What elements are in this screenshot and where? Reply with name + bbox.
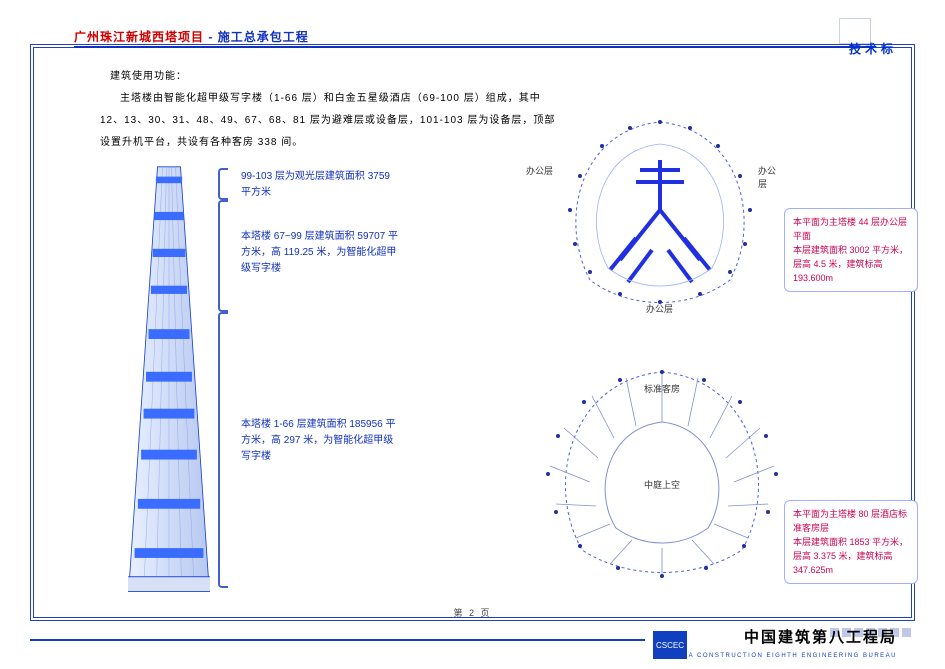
plan-hotel-label-ctr: 中庭上空 [644,478,680,491]
plan-hotel: 标准客房 中庭上空 [528,362,796,582]
brace-top [218,168,228,200]
plan-office: 办公层 办公层 办公层 [540,110,780,310]
org-name-cn: 中国建筑第八工程局 [744,626,897,647]
plan-hotel-label-top: 标准客房 [644,382,680,395]
intro-paragraph: 主塔楼由智能化超甲级写字楼（1-66 层）和白金五星级酒店（69-100 层）组… [100,88,560,154]
brace-bot [218,312,228,588]
page-number: 第 2 页 [453,606,491,619]
plan-office-svg [540,110,780,310]
plan-office-label-l: 办公层 [526,164,553,177]
plan-office-callout: 本平面为主塔楼 44 层办公层平面 本层建筑面积 3002 平方米，层高 4.5… [784,208,918,292]
plan-hotel-svg [528,362,796,582]
header-title-sep: - [208,30,213,44]
plan-hotel-callout: 本平面为主塔楼 80 层酒店标准客房层 本层建筑面积 1853 平方米，层高 3… [784,500,918,584]
header-title: 广州珠江新城西塔项目 - 施工总承包工程 [74,28,309,45]
tower-elevation [128,160,210,600]
elev-callout-top: 99-103 层为观光层建筑面积 3759 平方米 [236,166,396,204]
intro-text: 建筑使用功能： 主塔楼由智能化超甲级写字楼（1-66 层）和白金五星级酒店（69… [100,66,560,154]
brace-mid [218,200,228,312]
header-title-scope: 施工总承包工程 [218,30,309,44]
tower-svg [128,160,210,600]
header-tag: 技术标 [849,40,897,57]
intro-heading: 建筑使用功能： [100,66,560,88]
footer-rule [30,639,645,641]
plan-office-label-r: 办公层 [758,164,780,190]
org-name-en: CHINA CONSTRUCTION EIGHTH ENGINEERING BU… [668,653,897,659]
header-rule [74,46,874,48]
plan-office-label-b: 办公层 [646,302,673,315]
elev-callout-bot: 本塔楼 1-66 层建筑面积 185956 平方米，高 297 米，为智能化超甲… [236,414,406,468]
header-title-project: 广州珠江新城西塔项目 [74,30,204,44]
elev-callout-mid: 本塔楼 67~99 层建筑面积 59707 平方米，高 119.25 米，为智能… [236,226,406,280]
page: 广州珠江新城西塔项目 - 施工总承包工程 技术标 建筑使用功能： 主塔楼由智能化… [0,0,945,669]
